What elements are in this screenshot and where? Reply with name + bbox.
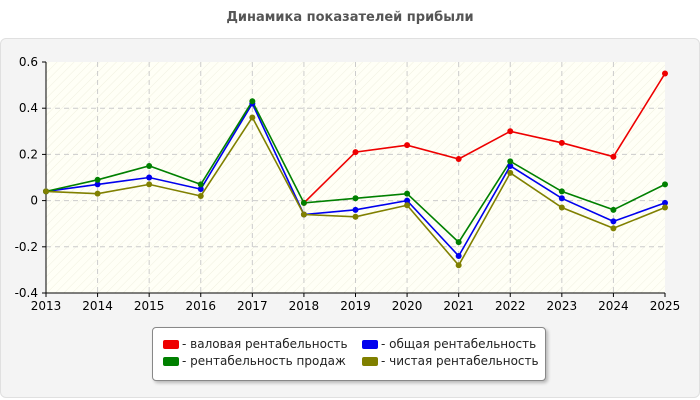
- data-point: [558, 195, 565, 202]
- data-point: [300, 211, 307, 218]
- y-tick-label: 0.6: [19, 55, 38, 69]
- legend-swatch: [163, 356, 179, 366]
- x-tick-label: 2017: [237, 299, 268, 313]
- data-point: [300, 199, 307, 206]
- data-point: [197, 186, 204, 193]
- x-tick-label: 2025: [650, 299, 681, 313]
- legend-label: - рентабельность продаж: [182, 354, 346, 368]
- legend-item: - рентабельность продаж: [163, 354, 346, 368]
- data-point: [558, 188, 565, 195]
- x-tick-label: 2023: [547, 299, 578, 313]
- chart-legend: - валовая рентабельность - общая рентабе…: [152, 327, 546, 381]
- y-tick-label: -0.4: [15, 286, 38, 300]
- data-point: [43, 188, 49, 195]
- data-point: [610, 218, 617, 225]
- legend-swatch: [362, 356, 378, 366]
- plot-area: [46, 62, 665, 293]
- data-point: [662, 199, 668, 206]
- legend-swatch: [163, 339, 179, 349]
- x-tick-label: 2024: [598, 299, 629, 313]
- data-point: [146, 174, 153, 181]
- data-point: [455, 156, 462, 163]
- data-point: [404, 197, 411, 204]
- chart-title: Динамика показателей прибыли: [226, 10, 474, 25]
- data-point: [94, 176, 101, 183]
- data-point: [197, 192, 204, 199]
- series-line: [303, 73, 666, 204]
- y-tick-label: 0.4: [19, 101, 38, 115]
- data-point: [94, 181, 101, 188]
- data-point: [352, 149, 359, 156]
- y-tick-label: -0.2: [15, 240, 38, 254]
- x-tick-label: 2018: [289, 299, 320, 313]
- data-point: [507, 162, 514, 169]
- x-tick-label: 2016: [185, 299, 216, 313]
- data-point: [404, 190, 411, 197]
- x-tick-label: 2020: [392, 299, 423, 313]
- data-point: [455, 239, 462, 246]
- x-tick-label: 2013: [31, 299, 62, 313]
- data-point: [507, 128, 514, 135]
- data-point: [404, 202, 411, 209]
- legend-item: - чистая рентабельность: [362, 354, 539, 368]
- data-point: [352, 195, 359, 202]
- legend-label: - чистая рентабельность: [381, 354, 539, 368]
- legend-label: - валовая рентабельность: [182, 337, 348, 351]
- data-point: [662, 204, 668, 211]
- data-point: [249, 114, 256, 121]
- data-point: [662, 70, 668, 77]
- data-point: [662, 181, 668, 188]
- x-tick-label: 2022: [495, 299, 526, 313]
- legend-swatch: [362, 339, 378, 349]
- data-point: [610, 225, 617, 232]
- legend-item: - общая рентабельность: [362, 337, 536, 351]
- data-point: [94, 190, 101, 197]
- x-tick-label: 2021: [443, 299, 474, 313]
- y-tick-label: 0.2: [19, 147, 38, 161]
- data-point: [558, 204, 565, 211]
- data-point: [146, 181, 153, 188]
- data-point: [455, 253, 462, 260]
- data-point: [610, 153, 617, 160]
- data-point: [352, 213, 359, 220]
- x-tick-label: 2015: [134, 299, 165, 313]
- data-point: [507, 158, 514, 165]
- data-point: [507, 169, 514, 176]
- data-point: [404, 142, 411, 149]
- legend-item: - валовая рентабельность: [163, 337, 348, 351]
- x-tick-label: 2019: [340, 299, 371, 313]
- data-point: [558, 139, 565, 146]
- data-point: [197, 181, 204, 188]
- data-point: [146, 162, 153, 169]
- data-point: [610, 206, 617, 213]
- x-tick-label: 2014: [82, 299, 113, 313]
- data-point: [352, 206, 359, 213]
- data-point: [249, 98, 256, 105]
- legend-label: - общая рентабельность: [381, 337, 537, 351]
- y-tick-label: 0: [30, 194, 38, 208]
- data-point: [455, 262, 462, 269]
